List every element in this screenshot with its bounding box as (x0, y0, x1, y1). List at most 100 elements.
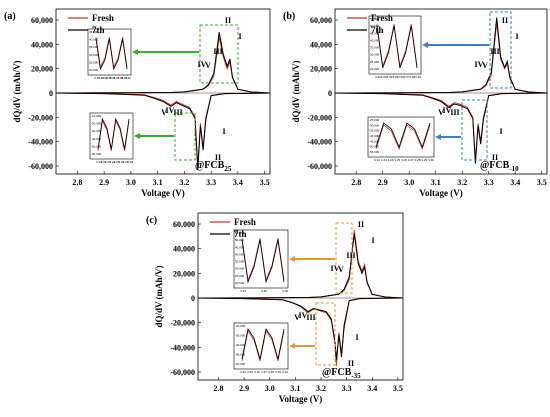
peak-label: II (215, 153, 221, 162)
inset-lower: -25,000-30,000 -35,000-40,000-45,000 -50,0… (367, 116, 461, 162)
y-axis-label: dQ/dV (mAh/V) (291, 60, 301, 122)
zoom-arrowhead (134, 133, 140, 139)
inset-x-tick: 3.24 (109, 160, 115, 164)
plot-frame (55, 8, 271, 175)
inset-y-tick: 30,000 (235, 267, 245, 271)
x-tick-label: 3.1 (431, 178, 441, 187)
y-tick-label: -60,000 (307, 162, 332, 171)
x-tick-label: 3.2 (179, 178, 189, 187)
y-tick-label: -20,000 (28, 113, 53, 122)
legend: Fresh 7th (347, 13, 393, 35)
peak-label: V (205, 61, 211, 70)
inset-y-tick: 50,000 (370, 24, 380, 28)
inset-y-tick: 55,000 (370, 17, 380, 21)
series-line-7th (55, 92, 271, 170)
chart-panel-b: 60,000 40,000 20,000 0 -20,000 -40,000 -60,000… (283, 8, 548, 198)
x-tick-label: 3.4 (367, 384, 377, 393)
inset-x-tick: 3.23 (381, 158, 387, 162)
x-tick-label: 3.4 (233, 178, 243, 187)
inset-y-tick: -50,000 (91, 144, 102, 148)
x-tick-label: 2.9 (239, 384, 249, 393)
inset-y-tick: 55,000 (235, 231, 245, 235)
inset-y-tick: -30,000 (91, 129, 102, 133)
inset-y-tick: 45,000 (235, 245, 245, 249)
highlight-box-charge (335, 222, 353, 294)
inset-x-tick: 3.29 (275, 370, 281, 374)
inset-x-tick: 3.33 (381, 75, 387, 79)
x-axis-label: Voltage (V) (141, 188, 184, 198)
panel-letter: (c) (146, 215, 157, 226)
inset-series-7th (97, 117, 130, 150)
inset-y-tick: 35,000 (235, 260, 245, 264)
inset-x-tick: 3.27 (408, 158, 414, 162)
inset-x-tick: 3.28 (415, 158, 421, 162)
peak-label: II (225, 16, 231, 25)
x-tick-label: 2.8 (72, 178, 82, 187)
inset-y-tick: 45,000 (370, 31, 380, 35)
inset-x-tick: 3.32 (375, 75, 381, 79)
peak-label: V (294, 313, 300, 322)
highlight-box-charge (489, 11, 512, 89)
y-tick-label: -40,000 (170, 343, 195, 352)
inset-x-tick: 3.36 (261, 289, 267, 293)
x-tick-label: 3.5 (393, 384, 403, 393)
inset-x-tick: 3.25 (114, 160, 120, 164)
inset-y-tick: 20,000 (89, 68, 99, 72)
peak-label: I (499, 127, 502, 136)
inset-y-tick: 35,000 (370, 46, 380, 50)
legend-label-fresh: Fresh (371, 13, 393, 23)
inset-y-tick: 45,000 (89, 30, 99, 34)
peak-label: I (222, 127, 225, 136)
inset-frame (368, 15, 422, 75)
inset-x-tick: 3.30 (428, 158, 434, 162)
inset-x-tick: 3.24 (240, 370, 246, 374)
x-tick-label: 3.3 (484, 178, 494, 187)
peak-label: V (338, 265, 344, 274)
sample-tag: @FCB-10 (480, 160, 519, 173)
inset-x-tick: 3.27 (261, 370, 267, 374)
series-line-7th (334, 92, 548, 164)
inset-x-tick: 3.26 (118, 160, 124, 164)
peak-label: III (306, 313, 315, 322)
y-tick-label: 60,000 (31, 16, 53, 25)
inset-y-tick: 50,000 (235, 238, 245, 242)
peak-label: IV (299, 311, 308, 320)
inset-y-tick: 35,000 (89, 45, 99, 49)
series-line-7th (197, 233, 404, 299)
series-line-7th (334, 17, 548, 94)
inset-series-7th (376, 25, 418, 69)
peak-label: I (515, 32, 518, 41)
inset-x-tick: 3.24 (388, 158, 394, 162)
sample-tag-text: @FCB (195, 160, 225, 171)
x-tick-label: 2.8 (214, 384, 224, 393)
y-tick-label: -20,000 (307, 113, 332, 122)
zoom-arrowhead (289, 256, 295, 262)
inset-y-tick: -10,000 (91, 114, 102, 118)
y-tick-label: -60,000 (170, 368, 195, 377)
legend-label-7th: 7th (92, 25, 105, 35)
x-tick-label: 3.2 (316, 384, 326, 393)
zoom-arrowhead (422, 42, 428, 48)
inset-y-tick: -50,000 (235, 362, 246, 366)
x-tick-label: 3.3 (206, 178, 216, 187)
inset-x-tick: 3.34 (102, 76, 108, 80)
x-tick-label: 2.9 (99, 178, 109, 187)
zoom-arrowhead (132, 49, 138, 55)
peak-label: V (161, 108, 167, 117)
inset-y-tick: -50,000 (369, 145, 380, 149)
peak-label: V (438, 108, 444, 117)
x-tick-label: 2.9 (378, 178, 388, 187)
inset-x-tick: 3.37 (404, 75, 410, 79)
peak-label: II (348, 359, 354, 368)
x-tick-label: 3.5 (537, 178, 547, 187)
y-tick-label: 0 (328, 89, 332, 98)
x-tick-label: 3.4 (510, 178, 520, 187)
inset-lower: -10,000 -20,000 -30,000 -40,000 -50,000 -60,0… (89, 112, 174, 164)
legend-label-fresh: Fresh (234, 217, 256, 227)
inset-x-tick: 3.35 (392, 75, 398, 79)
peak-label: IV (331, 264, 340, 273)
inset-frame (233, 322, 289, 370)
highlight-box-discharge (315, 302, 336, 366)
